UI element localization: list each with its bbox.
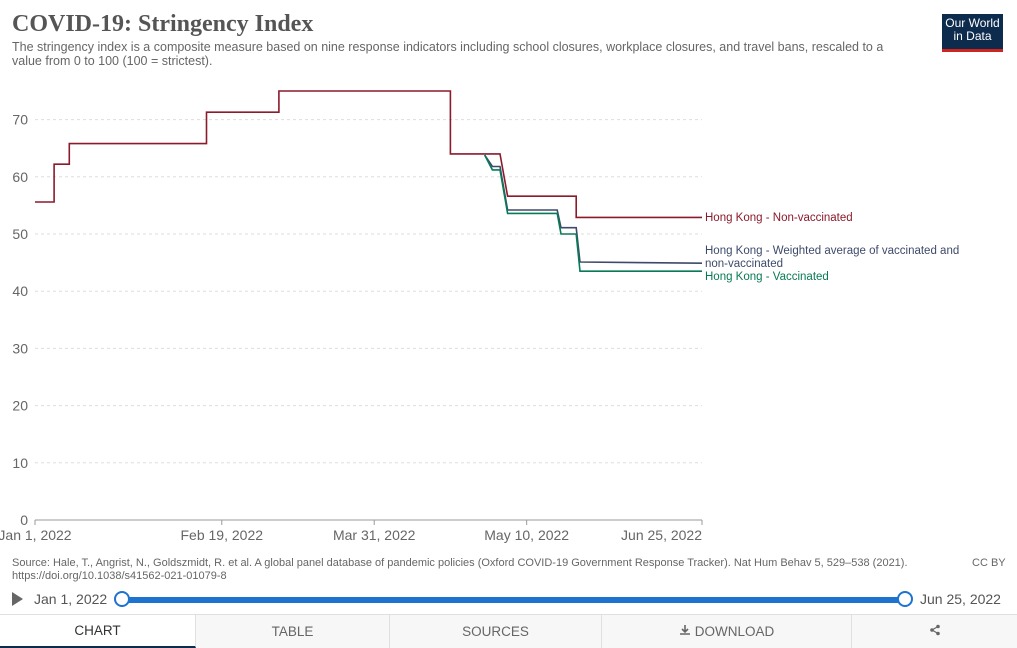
logo-accent-bar: [942, 49, 1003, 52]
chart-header: COVID-19: Stringency Index The stringenc…: [12, 10, 892, 68]
timeline-end-label: Jun 25, 2022: [920, 591, 1001, 607]
tab-download-label: DOWNLOAD: [694, 624, 775, 639]
series-line-weighted: [484, 154, 703, 264]
source-line-1: Source: Hale, T., Angrist, N., Goldszmid…: [12, 557, 908, 569]
series-label-weighted: non-vaccinated: [705, 258, 783, 270]
source-note: Source: Hale, T., Angrist, N., Goldszmid…: [12, 557, 912, 582]
series-line-vaccinated: [483, 154, 702, 272]
y-tick-label: 20: [12, 398, 28, 414]
owid-logo[interactable]: Our World in Data: [942, 14, 1003, 52]
timeline-end-handle[interactable]: [897, 591, 913, 607]
y-tick-label: 0: [20, 512, 28, 528]
logo-line-1: Our World: [945, 16, 1000, 30]
source-doi-link[interactable]: https://doi.org/10.1038/s41562-021-01079…: [12, 569, 227, 582]
x-tick-label: May 10, 2022: [484, 527, 569, 543]
y-tick-label: 60: [12, 169, 28, 185]
tab-download[interactable]: DOWNLOAD: [602, 615, 852, 648]
y-tick-label: 50: [12, 226, 28, 242]
y-tick-label: 10: [12, 455, 28, 471]
line-chart: 0 10 20 30 40 50 60 70 Jan 1, 2022 Feb 19, 2022 Ma…: [0, 90, 959, 543]
x-tick-label: Feb 19, 2022: [181, 527, 264, 543]
tab-table[interactable]: TABLE: [196, 615, 390, 648]
series-label-non-vaccinated: Hong Kong - Non-vaccinated: [705, 212, 853, 224]
timeline-start-handle[interactable]: [114, 591, 130, 607]
share-icon: [929, 624, 941, 639]
chart-title: COVID-19: Stringency Index: [12, 11, 314, 37]
tab-sources[interactable]: SOURCES: [390, 615, 602, 648]
x-tick-label: Mar 31, 2022: [333, 527, 416, 543]
tab-share[interactable]: [852, 615, 1017, 648]
chart-subtitle: The stringency index is a composite meas…: [12, 40, 884, 68]
y-tick-label: 70: [12, 112, 28, 128]
tab-chart[interactable]: CHART: [0, 615, 196, 648]
series-line-non-vaccinated: [35, 90, 702, 219]
play-icon[interactable]: [12, 592, 23, 606]
timeline: Jan 1, 2022 Jun 25, 2022: [0, 585, 1017, 613]
timeline-track[interactable]: [122, 597, 905, 603]
x-tick-label: Jun 25, 2022: [621, 527, 702, 543]
timeline-start-label: Jan 1, 2022: [34, 591, 108, 607]
x-tick-label: Jan 1, 2022: [0, 527, 72, 543]
series-label-vaccinated: Hong Kong - Vaccinated: [705, 271, 829, 283]
y-tick-label: 40: [12, 283, 28, 299]
tab-bar: CHART TABLE SOURCES DOWNLOAD: [0, 614, 1017, 648]
license-label[interactable]: CC BY: [972, 557, 1006, 569]
y-tick-label: 30: [12, 340, 28, 356]
logo-line-2: in Data: [953, 28, 992, 43]
series-label-weighted: Hong Kong - Weighted average of vaccinat…: [705, 245, 959, 257]
download-icon: [679, 624, 691, 639]
